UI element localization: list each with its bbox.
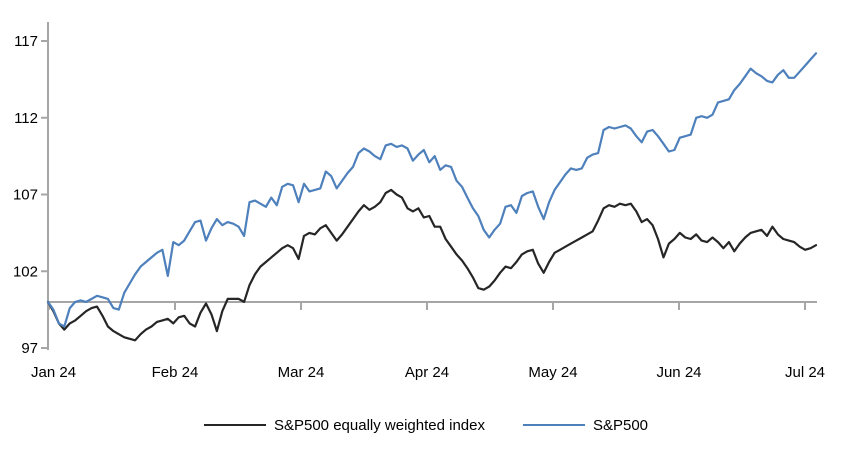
price-chart-svg: 97 102 107 112 117 Jan 24 Feb 24 Mar 24 Apr 24 Ma…: [13, 22, 825, 381]
x-tick-label: Apr 24: [405, 364, 449, 381]
x-tick-label: Jul 24: [785, 364, 825, 381]
legend-item-sp500: S&P500: [522, 416, 649, 434]
y-tick-label: 107: [13, 187, 38, 204]
y-tick-label: 97: [21, 340, 38, 357]
x-tick-label: Jan 24: [31, 364, 76, 381]
y-tick-label: 102: [13, 263, 38, 280]
y-tick-label: 112: [14, 110, 38, 127]
legend-line-sample-sp500: [522, 424, 585, 426]
x-tick-label: Mar 24: [278, 364, 325, 381]
legend-line-sample-equal-weight: [203, 424, 266, 426]
legend-item-equal-weight: S&P500 equally weighted index: [203, 416, 485, 434]
x-tick-label: May 24: [528, 364, 577, 381]
chart-legend: S&P500 equally weighted index S&P500: [0, 408, 852, 442]
x-tick-label: Feb 24: [152, 364, 199, 381]
legend-label-sp500: S&P500: [592, 416, 649, 434]
series-line-sp500: [46, 52, 818, 328]
price-chart: 97 102 107 112 117 Jan 24 Feb 24 Mar 24 Apr 24 Ma…: [13, 22, 825, 381]
legend-label-equal-weight: S&P500 equally weighted index: [273, 416, 485, 434]
x-tick-label: Jun 24: [656, 364, 701, 381]
y-tick-label: 117: [14, 33, 38, 50]
series-line-sp500-equal-weighted: [46, 188, 818, 342]
